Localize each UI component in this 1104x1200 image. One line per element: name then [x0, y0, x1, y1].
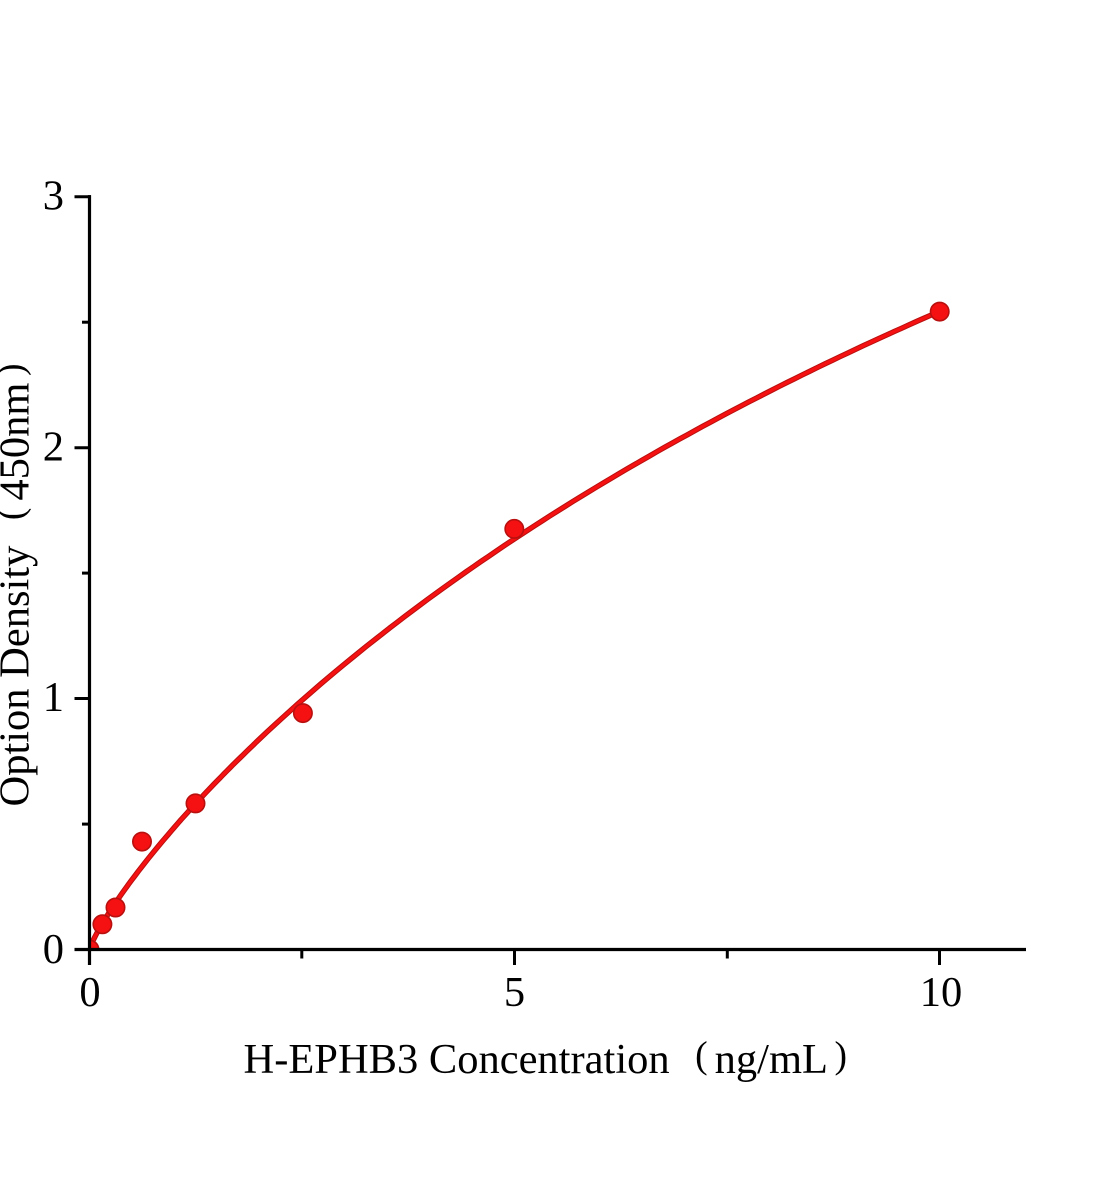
svg-text:10: 10 — [920, 969, 963, 1016]
svg-text:0: 0 — [43, 926, 64, 973]
svg-text:2: 2 — [43, 423, 64, 470]
svg-text:0: 0 — [79, 969, 100, 1016]
svg-text:Option Density(450nm): Option Density(450nm) — [0, 364, 39, 807]
svg-text:3: 3 — [43, 173, 64, 220]
svg-text:H-EPHB3 Concentration(ng/mL): H-EPHB3 Concentration(ng/mL) — [244, 1035, 847, 1083]
svg-text:5: 5 — [504, 969, 525, 1016]
svg-text:1: 1 — [43, 674, 64, 721]
